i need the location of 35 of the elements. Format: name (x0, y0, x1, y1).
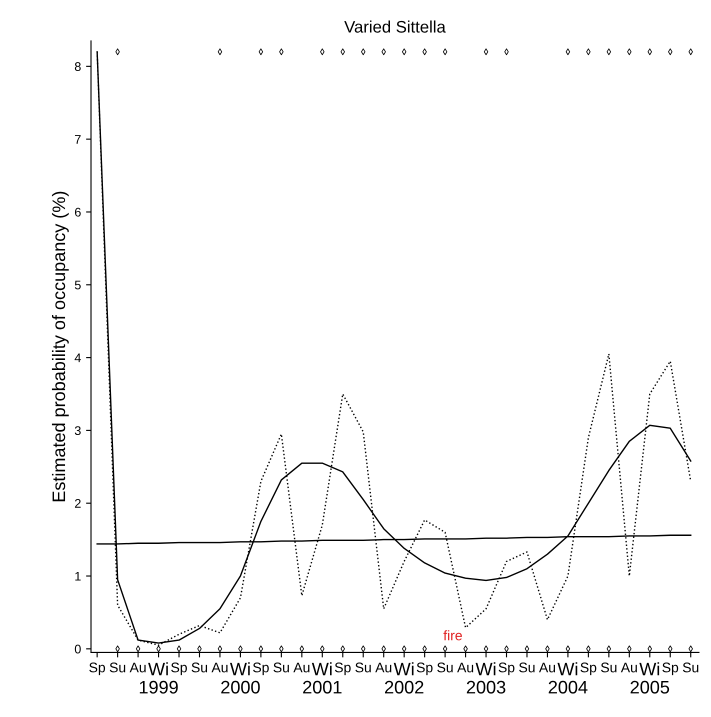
y-tick-label: 1 (75, 572, 81, 581)
y-tick-label: 0 (74, 644, 81, 654)
x-tick-label: Au (538, 662, 556, 672)
x-tick-label: Au (620, 662, 637, 672)
y-axis-title: Estimated probability of occupancy (%) (52, 192, 69, 502)
x-tick-label: Su (355, 662, 371, 672)
y-tick-label: 2 (74, 499, 81, 508)
x-tick-label: Su (682, 662, 698, 672)
chart-title: Varied Sittella (344, 20, 446, 33)
x-tick-label: Su (519, 662, 535, 672)
x-tick-label: Sp (498, 662, 514, 676)
x-tick-label: Au (375, 662, 392, 672)
x-tick-label: Sp (580, 662, 596, 676)
annotation: fire (443, 630, 462, 640)
y-tick-label: 4 (74, 354, 81, 362)
x-tick-label: Su (192, 662, 208, 672)
y-tick-label: 3 (74, 426, 81, 436)
x-tick-label: Sp (662, 662, 678, 676)
x-tick-label: Sp (416, 662, 433, 676)
x-tick-label: Au (293, 662, 310, 672)
x-tick-label: Su (110, 662, 126, 672)
x-tick-label: Sp (253, 662, 269, 676)
y-tick-label: 8 (74, 62, 81, 72)
x-tick-label: Su (600, 662, 616, 672)
x-tick-label: Sp (334, 662, 351, 676)
x-tick-label: Su (274, 662, 289, 672)
y-tick-label: 5 (74, 280, 81, 290)
x-tick-label: Au (211, 662, 228, 672)
x-tick-label: Sp (171, 662, 187, 676)
x-tick-label: Au (130, 662, 146, 672)
y-tick-label: 6 (74, 208, 81, 217)
x-tick-label: Su (437, 662, 453, 672)
y-tick-label: 7 (74, 135, 81, 144)
x-tick-label: Sp (89, 662, 106, 676)
x-tick-label: Au (457, 662, 474, 672)
